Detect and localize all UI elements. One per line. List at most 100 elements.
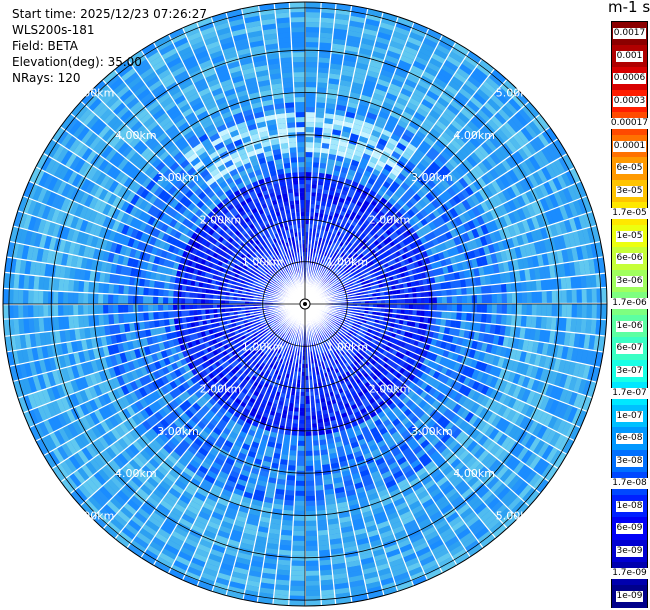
range-bin bbox=[412, 298, 417, 304]
range-bin bbox=[321, 197, 328, 203]
range-bin bbox=[356, 57, 371, 66]
range-bin bbox=[334, 192, 341, 198]
range-bin bbox=[351, 263, 357, 269]
range-bin bbox=[305, 490, 315, 496]
range-bin bbox=[365, 13, 382, 22]
range-bin bbox=[581, 304, 587, 319]
range-bin bbox=[357, 52, 372, 61]
range-bin bbox=[337, 145, 347, 153]
range-bin bbox=[382, 96, 396, 106]
range-bin bbox=[436, 72, 451, 85]
range-bin bbox=[360, 37, 376, 47]
range-bin bbox=[286, 480, 296, 486]
range-bin bbox=[337, 255, 343, 261]
range-bin bbox=[315, 97, 327, 104]
range-bin bbox=[317, 67, 330, 74]
range-bin bbox=[419, 185, 430, 196]
range-bin bbox=[309, 208, 315, 213]
range-bin bbox=[461, 83, 477, 97]
range-bin bbox=[317, 539, 331, 546]
range-bin bbox=[511, 94, 526, 109]
range-bin bbox=[316, 87, 328, 94]
range-bin bbox=[406, 160, 417, 171]
range-bin bbox=[379, 21, 396, 31]
range-bin bbox=[403, 191, 413, 201]
range-bin bbox=[447, 172, 459, 184]
range-bin bbox=[292, 415, 300, 420]
range-bin bbox=[305, 92, 317, 98]
range-bin bbox=[428, 304, 433, 311]
range-bin bbox=[507, 97, 522, 112]
range-bin bbox=[332, 266, 338, 272]
range-bin bbox=[370, 151, 381, 160]
range-bin bbox=[321, 193, 329, 199]
range-bin bbox=[358, 99, 371, 108]
range-bin bbox=[466, 295, 472, 304]
range-bin bbox=[398, 155, 409, 165]
range-bin bbox=[323, 123, 334, 130]
range-bin bbox=[359, 193, 367, 201]
range-bin bbox=[413, 55, 429, 67]
range-bin bbox=[451, 304, 457, 312]
range-bin bbox=[456, 295, 462, 304]
range-bin bbox=[461, 295, 467, 304]
range-bin bbox=[344, 152, 354, 160]
range-bin bbox=[327, 278, 332, 283]
range-bin bbox=[305, 167, 313, 173]
range-bin bbox=[438, 135, 451, 147]
range-bin bbox=[349, 133, 360, 141]
range-bin bbox=[355, 145, 365, 153]
range-bin bbox=[406, 187, 416, 197]
range-bin bbox=[483, 122, 496, 136]
range-bin bbox=[281, 524, 294, 531]
range-bin bbox=[349, 15, 366, 24]
range-bin bbox=[328, 190, 335, 196]
range-bin bbox=[427, 202, 437, 212]
range-bin bbox=[305, 445, 313, 451]
range-bin bbox=[456, 304, 462, 313]
range-bin bbox=[556, 290, 562, 304]
range-bin bbox=[454, 150, 467, 163]
range-bin bbox=[486, 313, 492, 324]
range-bin bbox=[399, 87, 413, 98]
range-bin bbox=[315, 504, 327, 511]
range-bin bbox=[350, 250, 356, 256]
range-bin bbox=[362, 28, 378, 37]
range-bin bbox=[297, 440, 305, 446]
range-bin bbox=[395, 21, 412, 32]
range-bin bbox=[437, 168, 448, 179]
range-bin bbox=[305, 423, 312, 428]
range-bin bbox=[441, 64, 456, 76]
range-bin bbox=[403, 129, 415, 139]
range-bin bbox=[576, 304, 582, 319]
range-bin bbox=[496, 304, 502, 315]
range-bin bbox=[291, 431, 299, 436]
range-bin bbox=[293, 515, 305, 521]
range-bin bbox=[561, 290, 567, 304]
range-bin bbox=[466, 312, 472, 322]
range-bin bbox=[430, 52, 446, 65]
range-bin bbox=[451, 311, 457, 320]
range-bin bbox=[416, 162, 427, 173]
range-bin bbox=[445, 84, 459, 97]
range-bin bbox=[309, 224, 314, 229]
range-bin bbox=[381, 12, 399, 22]
range-bin bbox=[319, 22, 335, 29]
range-bin bbox=[479, 125, 493, 139]
range-bin bbox=[411, 22, 428, 33]
range-bin bbox=[521, 304, 527, 316]
range-bin bbox=[378, 26, 394, 36]
range-bin bbox=[370, 97, 383, 107]
range-bin bbox=[576, 289, 582, 304]
range-bin bbox=[298, 427, 305, 432]
range-bin bbox=[484, 138, 497, 152]
range-bin bbox=[423, 32, 440, 44]
range-bin bbox=[318, 47, 332, 54]
range-bin bbox=[329, 63, 343, 70]
range-bin bbox=[331, 199, 339, 206]
range-bin bbox=[316, 514, 328, 521]
range-bin bbox=[433, 48, 449, 60]
range-bin bbox=[365, 111, 378, 121]
range-bin bbox=[336, 184, 344, 190]
range-bin bbox=[404, 147, 415, 157]
